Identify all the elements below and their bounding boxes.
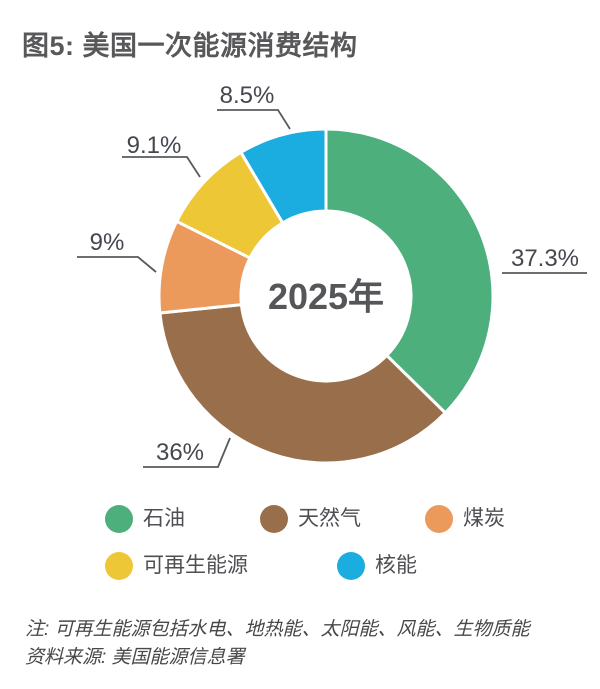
- legend-dot-oil: [105, 505, 133, 533]
- legend-item-oil: 石油: [105, 505, 185, 533]
- leader-line-renewables: [122, 156, 201, 178]
- legend-item-natural-gas: 天然气: [260, 505, 361, 533]
- pct-label-nuclear: 8.5%: [220, 82, 275, 109]
- pct-label-natural-gas: 36%: [156, 439, 204, 466]
- leader-line-nuclear: [217, 109, 291, 130]
- pct-label-coal: 9%: [90, 229, 125, 256]
- leader-line-coal: [77, 256, 157, 273]
- legend-dot-renewables: [105, 552, 133, 580]
- legend-item-nuclear: 核能: [337, 552, 417, 580]
- legend-dot-natural-gas: [260, 505, 288, 533]
- figure-notes: 注: 可再生能源包括水电、地热能、太阳能、风能、生物质能 资料来源: 美国能源信…: [25, 616, 585, 672]
- legend-item-coal: 煤炭: [425, 505, 505, 533]
- pct-label-oil: 37.3%: [511, 245, 579, 272]
- donut-slice-nuclear: [239, 127, 328, 225]
- figure-title: 图5: 美国一次能源消费结构: [22, 31, 358, 61]
- donut-chart-canvas: 37.3% 36% 9% 9.1% 8.5% 2025年: [77, 82, 587, 468]
- leader-line-natural-gas: [143, 437, 231, 468]
- donut-chart: 37.3% 36% 9% 9.1% 8.5% 2025年: [0, 70, 600, 482]
- legend-item-renewables: 可再生能源: [105, 552, 248, 580]
- legend-label-renewables: 可再生能源: [143, 554, 248, 577]
- figure-source: 资料来源: 美国能源信息署: [25, 647, 245, 668]
- legend-dot-coal: [425, 505, 453, 533]
- pct-label-renewables: 9.1%: [127, 132, 182, 159]
- legend-label-natural-gas: 天然气: [298, 507, 361, 530]
- legend-label-nuclear: 核能: [375, 554, 417, 577]
- figure-note: 注: 可再生能源包括水电、地热能、太阳能、风能、生物质能: [25, 619, 530, 640]
- legend-label-oil: 石油: [143, 507, 185, 530]
- legend-label-coal: 煤炭: [463, 507, 505, 530]
- legend-dot-nuclear: [337, 552, 365, 580]
- donut-slice-natural-gas: [158, 303, 447, 465]
- center-year-label: 2025年: [268, 276, 384, 317]
- donut-slice-oil: [324, 127, 495, 415]
